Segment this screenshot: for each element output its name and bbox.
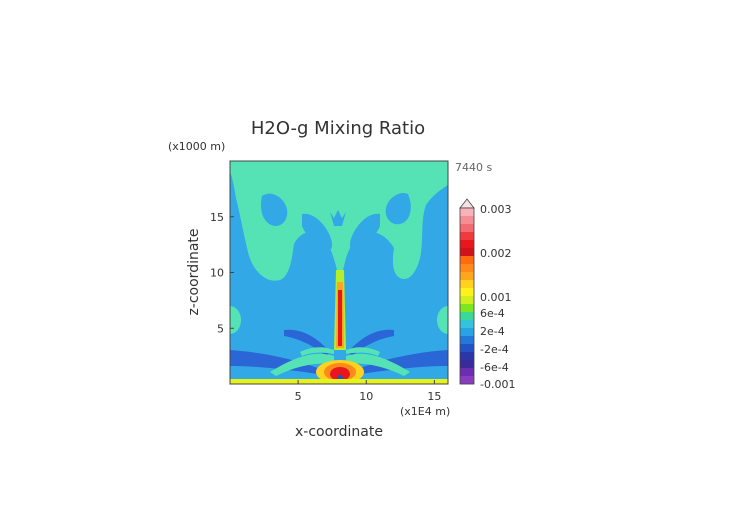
y-tick-label: 5 — [217, 322, 224, 335]
wing-right — [346, 353, 410, 376]
colorbar-swatch — [460, 296, 474, 305]
colorbar-swatch — [460, 288, 474, 297]
colorbar-swatch — [460, 376, 474, 385]
colorbar-swatch — [460, 280, 474, 289]
colorbar-swatch — [460, 360, 474, 369]
band-left-lower — [230, 350, 318, 374]
time-label: 7440 s — [455, 161, 492, 174]
wing-right-upper — [346, 347, 380, 356]
colorbar-swatch — [460, 312, 474, 321]
column-core — [338, 290, 342, 346]
plume-hole-top — [330, 210, 346, 226]
colorbar-swatch — [460, 208, 474, 217]
y-tick-label: 15 — [210, 211, 224, 224]
colorbar-swatch — [460, 240, 474, 249]
colorbar-frame — [459, 207, 475, 385]
x-tick-label: 15 — [427, 390, 441, 403]
colorbar-label: 0.002 — [480, 247, 512, 260]
colorbar: 0.003 0.002 0.001 6e-4 2e-4 -2e-4 -6e-4 -0.001 — [459, 198, 515, 391]
colorbar-swatch — [460, 304, 474, 313]
colorbar-swatch — [460, 232, 474, 241]
y-axis: 5 10 15 — [210, 211, 234, 335]
chart-title: H2O-g Mixing Ratio — [251, 118, 425, 139]
colorbar-swatch — [460, 328, 474, 337]
colorbar-cap — [459, 198, 475, 209]
colorbar-swatch — [460, 344, 474, 353]
colorbar-label: 2e-4 — [480, 325, 505, 338]
plume-hole-center-right — [349, 213, 380, 251]
colorbar-swatch — [460, 216, 474, 225]
y-tick-label: 10 — [210, 267, 224, 280]
plume-hole-center-left — [302, 213, 333, 251]
x-axis-label: x-coordinate — [295, 424, 383, 440]
colorbar-label: -6e-4 — [480, 361, 509, 374]
colorbar-swatch — [460, 352, 474, 361]
colorbar-swatch — [460, 368, 474, 377]
side-lobe-left — [230, 306, 241, 334]
plume-hole-left — [260, 193, 288, 226]
colorbar-label: 0.001 — [480, 291, 512, 304]
colorbar-swatch — [460, 336, 474, 345]
band-right-lower — [360, 350, 448, 374]
base-core — [330, 367, 350, 381]
x-unit-label: (x1E4 m) — [400, 405, 450, 418]
plot-area — [230, 161, 448, 384]
surface-layer — [230, 379, 448, 384]
colorbar-label: -0.001 — [480, 378, 515, 391]
colorbar-label: -2e-4 — [480, 343, 509, 356]
y-unit-label: (x1000 m) — [168, 140, 225, 153]
colorbar-label: 0.003 — [480, 203, 512, 216]
x-axis: 5 10 15 — [295, 380, 441, 403]
colorbar-swatch — [460, 248, 474, 257]
colorbar-swatch — [460, 272, 474, 281]
colorbar-swatch — [460, 320, 474, 329]
colorbar-swatch — [460, 224, 474, 233]
x-tick-label: 5 — [295, 390, 302, 403]
plume-hole-right — [385, 192, 411, 225]
wing-left — [270, 353, 334, 376]
x-tick-label: 10 — [359, 390, 373, 403]
colorbar-label: 6e-4 — [480, 307, 505, 320]
side-lobe-right — [437, 306, 448, 334]
colorbar-swatch — [460, 264, 474, 273]
wing-left-upper — [300, 347, 334, 356]
colorbar-swatch — [460, 256, 474, 265]
y-axis-label: z-coordinate — [186, 228, 202, 315]
